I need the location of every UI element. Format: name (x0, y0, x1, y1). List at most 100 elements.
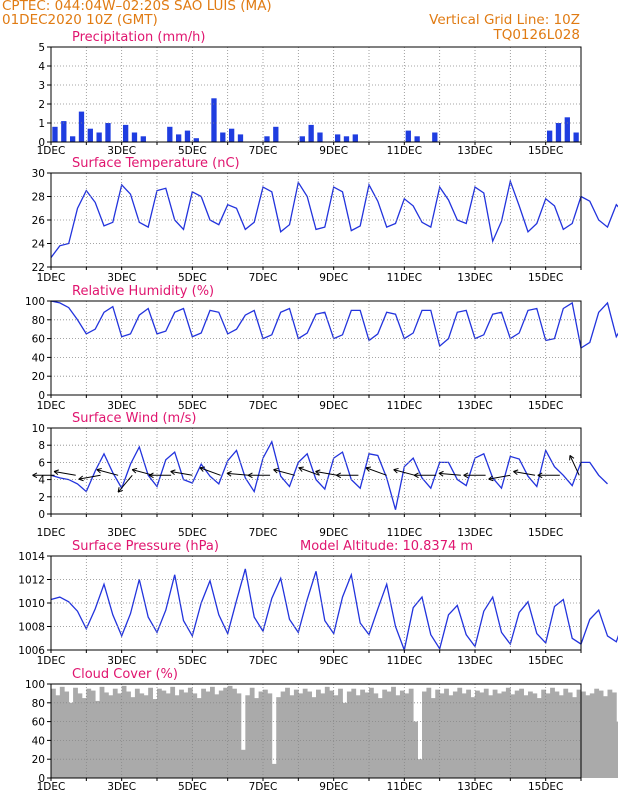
wind-arrow-head (513, 471, 518, 475)
pressure-xtick-label: 13DEC (457, 655, 492, 667)
cloud-cover-bar (143, 695, 149, 778)
wind-arrow-shaft (513, 470, 536, 476)
wind-arrow-head (413, 472, 419, 476)
precipitation-bar (167, 126, 173, 142)
wind-arrow (513, 469, 536, 476)
cloud-cover-bar (369, 687, 374, 778)
temperature-ytick-label: 24 (32, 239, 46, 251)
wind-arrow (78, 474, 101, 482)
cloud-cover-bar (51, 688, 56, 778)
cloud-cover-bar (210, 686, 215, 778)
precipitation-frame (50, 46, 582, 143)
wind-arrow-head (393, 467, 399, 471)
cloud-cover-bar (386, 691, 392, 778)
cloud-cover-bar (461, 693, 467, 778)
cloud-cover-bar (245, 695, 251, 778)
pressure-line (50, 568, 618, 653)
cloud-cover-bar (201, 688, 206, 778)
cloud-cover-bar (214, 694, 220, 778)
cloud-cover-bar (90, 690, 96, 778)
cloud-cover-bar (121, 685, 127, 778)
cloud-cover-bar (179, 689, 184, 778)
precipitation-ytick-label: 0 (38, 137, 45, 149)
cloud-cover-bar (139, 693, 145, 778)
cloud-cover-bar (293, 689, 299, 778)
cloud-cover-bar (192, 693, 198, 778)
cloud-cover-bar (550, 687, 555, 778)
cloud-cover-xtick-label: 13DEC (457, 781, 492, 793)
cloud-cover-ytick-label: 80 (32, 698, 45, 710)
cloud-cover-bar (73, 687, 78, 778)
wind-arrow (365, 466, 387, 476)
cloud-cover-bar (417, 759, 423, 778)
humidity-xtick-label: 15DEC (528, 400, 563, 412)
wind-arrow-head (199, 466, 205, 469)
cloud-cover-bar (161, 690, 167, 778)
wind-arrow-head (148, 472, 154, 476)
wind-arrow-shaft (117, 474, 133, 493)
cloud-cover-bar (338, 688, 343, 778)
humidity-xtick-label: 5DEC (178, 400, 207, 412)
precipitation-bar (193, 138, 199, 142)
wind-arrow-head (226, 470, 232, 474)
humidity-line (50, 300, 618, 350)
cloud-cover-bar (448, 695, 454, 778)
cloud-cover-bar (466, 689, 471, 778)
temperature-title: Surface Temperature (nC) (72, 156, 240, 171)
wind-arrow (226, 470, 249, 477)
cloud-cover-bar (77, 693, 83, 778)
cloud-cover-bar (95, 700, 100, 778)
cloud-cover-ytick-label: 20 (32, 754, 45, 766)
cloud-cover-bar (492, 689, 498, 778)
wind-arrow-head (365, 467, 370, 472)
cloud-cover-xtick-label: 1DEC (37, 781, 66, 793)
precipitation-bar (352, 134, 358, 142)
precipitation-bar (78, 111, 85, 142)
cloud-cover-ytick-label: 60 (32, 717, 45, 729)
temperature-xtick-label: 3DEC (107, 272, 136, 284)
humidity-ytick-label: 100 (25, 296, 45, 308)
precipitation-ytick-label: 2 (38, 99, 45, 111)
precipitation-xtick-label: 5DEC (178, 145, 207, 157)
temperature-ytick-label: 22 (32, 262, 45, 274)
wind-xtick-label: 11DEC (387, 527, 422, 539)
cloud-cover-bar (289, 695, 295, 778)
wind-arrow-head (413, 474, 419, 479)
wind-arrow (488, 474, 511, 482)
wind-ytick-label: 6 (38, 457, 45, 469)
temperature-ytick-label: 30 (32, 168, 45, 180)
humidity-title: Relative Humidity (%) (72, 284, 214, 299)
cloud-cover-bar (263, 689, 268, 778)
wind-arrow-head (226, 472, 232, 477)
station-header: CPTEC: 044:04W–02:20S SAO LUIS (MA) (2, 0, 272, 14)
temperature-xtick-label: 9DEC (319, 272, 348, 284)
cloud-cover-xtick-label: 15DEC (528, 781, 563, 793)
cloud-cover-bar (346, 691, 352, 778)
wind-xtick-label: 9DEC (319, 527, 348, 539)
cloud-cover-bar (594, 688, 600, 778)
wind-arrow-head (78, 475, 84, 480)
cloud-cover-ytick-label: 40 (32, 735, 45, 747)
wind-arrow-head (32, 472, 38, 476)
humidity-ytick-label: 0 (38, 390, 45, 402)
cloud-cover-bar (218, 690, 224, 778)
cloud-cover-bar (488, 695, 494, 778)
wind-arrow-head (513, 469, 519, 472)
model-altitude: Model Altitude: 10.8374 m (300, 539, 473, 554)
wind-xtick-label: 15DEC (528, 527, 563, 539)
cloud-cover-bar (258, 691, 264, 778)
cloud-cover-bar (302, 688, 308, 778)
precipitation-bar (211, 98, 217, 142)
wind-arrow-head (569, 454, 575, 459)
cloud-cover-bar (554, 691, 560, 778)
cloud-cover-bar (430, 698, 436, 778)
cloud-cover-xtick-label: 9DEC (319, 781, 348, 793)
cloud-cover-bar (501, 691, 507, 778)
wind-arrow (53, 469, 76, 476)
wind-arrow-shaft (298, 467, 320, 476)
precipitation-bar (334, 134, 341, 142)
humidity-frame (50, 300, 582, 396)
wind-arrow (170, 469, 193, 476)
wind-panel: 0 2 4 6 8 10 1DEC 3DEC 5DEC 7DEC 9DEC 11DEC 13DEC 15D… (32, 411, 608, 539)
pressure-panel: 1006 1008 1010 1012 1014 1DEC 3DEC 5DEC 7DEC 9DEC… (18, 539, 618, 667)
